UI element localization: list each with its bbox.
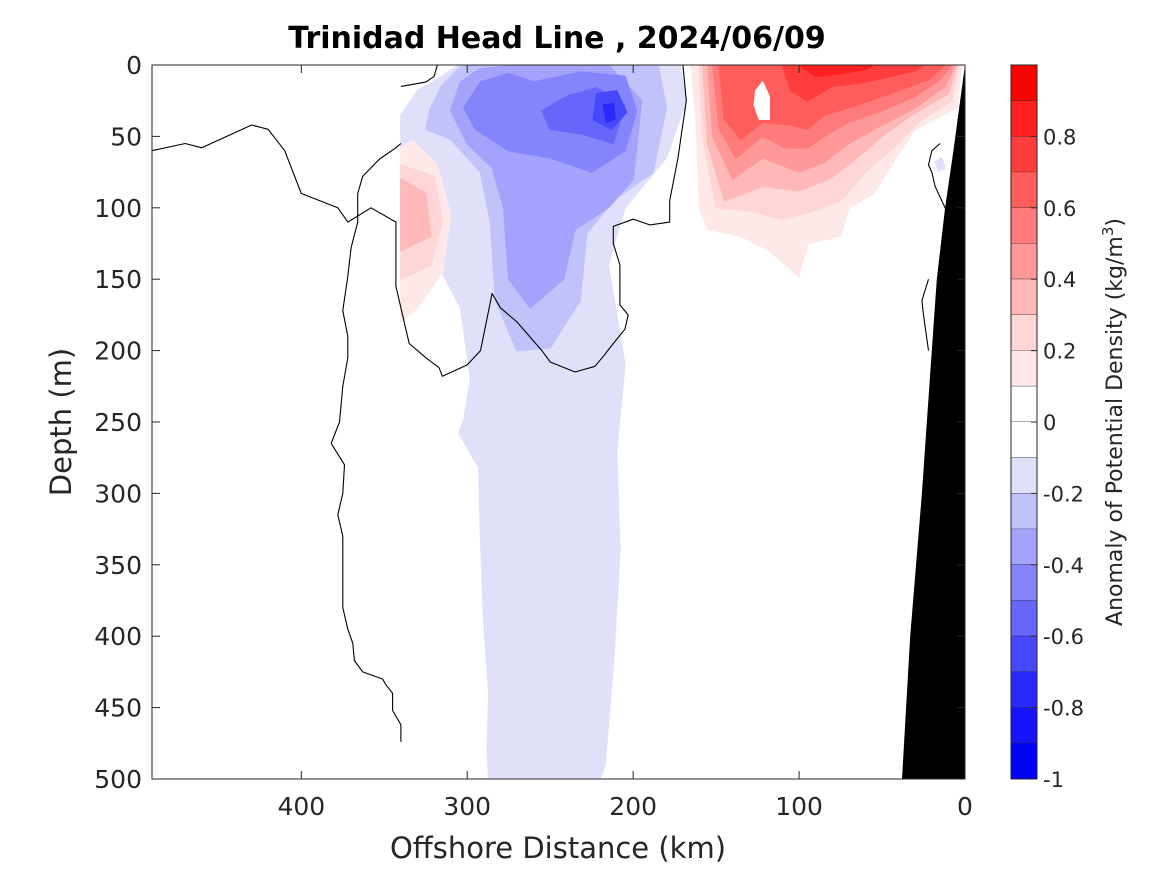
colorbar: 0.8 0.6 0.4 0.2 0 -0.2 -0.4 -0.6 -0.8 -1 Anomaly … (1010, 64, 1128, 792)
zero-contour-line (152, 65, 687, 377)
contour-fills (400, 65, 963, 779)
colorbar-level (1011, 493, 1037, 530)
contour-region (753, 81, 770, 121)
y-axis: 0 50 100 150 200 250 300 350 400 450 500 (94, 51, 965, 794)
colorbar-tick-label: -0.2 (1043, 482, 1084, 506)
x-tick-label: 0 (957, 792, 973, 821)
chart-title: Trinidad Head Line , 2024/06/09 (288, 21, 825, 56)
colorbar-level (1011, 279, 1037, 315)
y-tick-label: 450 (94, 694, 142, 723)
colorbar-tick-label: -0.4 (1043, 554, 1084, 578)
contour-region (798, 65, 875, 78)
contour-region (934, 157, 946, 172)
zero-contour-line (400, 65, 438, 87)
y-tick-label: 500 (94, 765, 142, 794)
colorbar-tick-label: 0.2 (1043, 340, 1076, 364)
colorbar-level (1011, 243, 1037, 280)
colorbar-ticks: 0.8 0.6 0.4 0.2 0 -0.2 -0.4 -0.6 -0.8 -1 (1031, 125, 1084, 792)
y-tick-label: 400 (94, 622, 142, 651)
zero-contour-line (330, 143, 402, 742)
colorbar-level (1011, 350, 1037, 387)
y-tick-label: 50 (110, 122, 142, 151)
colorbar-level (1011, 422, 1037, 458)
y-tick-label: 0 (126, 51, 142, 80)
colorbar-level (1011, 529, 1037, 565)
x-tick-label: 100 (775, 792, 823, 821)
y-tick-label: 150 (94, 265, 142, 294)
contour-region (718, 65, 946, 141)
y-tick-label: 200 (94, 337, 142, 366)
colorbar-level (1011, 172, 1037, 208)
zero-contour-line (921, 279, 930, 351)
contour-region (400, 178, 432, 252)
x-tick-label: 300 (443, 792, 491, 821)
colorbar-level (1011, 743, 1037, 779)
x-axis-label: Offshore Distance (km) (390, 831, 726, 865)
colorbar-label-superscript: 3 (1099, 227, 1117, 237)
x-axis: 400 300 200 100 0 (277, 65, 973, 821)
contour-region (602, 102, 616, 123)
colorbar-level (1011, 564, 1037, 601)
colorbar-level (1011, 600, 1037, 637)
colorbar-tick-label: 0.8 (1043, 125, 1076, 149)
colorbar-label-close: ) (1103, 218, 1128, 227)
y-tick-label: 300 (94, 479, 142, 508)
colorbar-tick-label: -0.8 (1043, 697, 1084, 721)
colorbar-levels (1011, 65, 1037, 780)
colorbar-level (1011, 136, 1037, 173)
colorbar-level (1011, 386, 1037, 422)
colorbar-level (1011, 636, 1037, 672)
colorbar-level (1011, 65, 1037, 101)
colorbar-level (1011, 457, 1037, 494)
plot-area (151, 64, 966, 780)
x-tick-label: 400 (277, 792, 325, 821)
colorbar-tick-label: 0.6 (1043, 197, 1076, 221)
y-axis-label: Depth (m) (44, 348, 78, 496)
y-tick-label: 250 (94, 408, 142, 437)
y-tick-label: 100 (94, 194, 142, 223)
colorbar-level (1011, 207, 1037, 244)
colorbar-level (1011, 671, 1037, 708)
colorbar-level (1011, 707, 1037, 744)
colorbar-tick-label: 0.4 (1043, 268, 1076, 292)
colorbar-label: Anomaly of Potential Density (kg/m3) (1099, 218, 1128, 626)
y-tick-label: 350 (94, 551, 142, 580)
colorbar-level (1011, 314, 1037, 351)
x-tick-label: 200 (609, 792, 657, 821)
colorbar-level (1011, 100, 1037, 137)
colorbar-tick-label: -1 (1043, 768, 1064, 792)
colorbar-tick-label: 0 (1043, 411, 1056, 435)
colorbar-tick-label: -0.6 (1043, 625, 1084, 649)
contour-region (400, 65, 688, 779)
colorbar-label-main: Anomaly of Potential Density (kg/m (1103, 236, 1128, 626)
bathymetry-seafloor (902, 65, 965, 779)
